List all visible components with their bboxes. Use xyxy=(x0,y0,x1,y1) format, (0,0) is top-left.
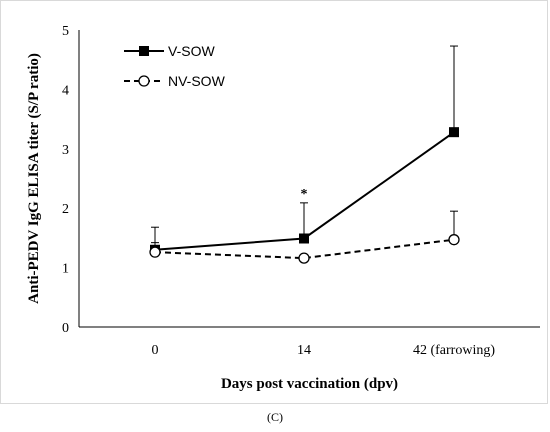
legend-marker-nv-sow xyxy=(138,75,150,87)
legend-marker-v-sow xyxy=(139,46,149,56)
chart: 0 1 2 3 4 5 0 14 42 (farrowing) * V-SOW NV-SOW D… xyxy=(26,24,540,392)
marker-nv-sow xyxy=(448,234,460,246)
legend-label-nv-sow: NV-SOW xyxy=(168,73,226,89)
y-tick-label: 5 xyxy=(62,24,69,39)
x-tick-label: 42 (farrowing) xyxy=(413,343,495,358)
figure-frame xyxy=(0,0,548,404)
x-tick-label: 14 xyxy=(297,343,311,358)
marker-v-sow xyxy=(449,127,459,138)
x-tick-labels: 0 14 42 (farrowing) xyxy=(152,343,496,358)
annotations: * xyxy=(301,187,308,202)
y-tick-label: 2 xyxy=(62,202,69,217)
marker-v-sow xyxy=(299,233,309,244)
panel-label: (C) xyxy=(267,410,283,424)
y-tick-labels: 0 1 2 3 4 5 xyxy=(62,24,69,336)
marker-nv-sow xyxy=(298,252,310,264)
legend: V-SOW NV-SOW xyxy=(124,43,226,89)
legend-label-v-sow: V-SOW xyxy=(168,43,215,59)
y-tick-label: 3 xyxy=(62,143,69,158)
x-tick-label: 0 xyxy=(152,343,159,358)
y-tick-label: 4 xyxy=(62,83,69,98)
error-bars xyxy=(151,45,458,253)
y-axis-title: Anti-PEDV IgG ELISA titer (S/P ratio) xyxy=(26,53,42,304)
marker-nv-sow xyxy=(149,246,161,258)
x-axis-title: Days post vaccination (dpv) xyxy=(221,376,398,392)
y-tick-label: 0 xyxy=(62,321,69,336)
y-tick-label: 1 xyxy=(62,262,69,277)
series-markers xyxy=(149,127,460,264)
axes xyxy=(78,30,540,328)
significance-marker: * xyxy=(301,187,308,202)
